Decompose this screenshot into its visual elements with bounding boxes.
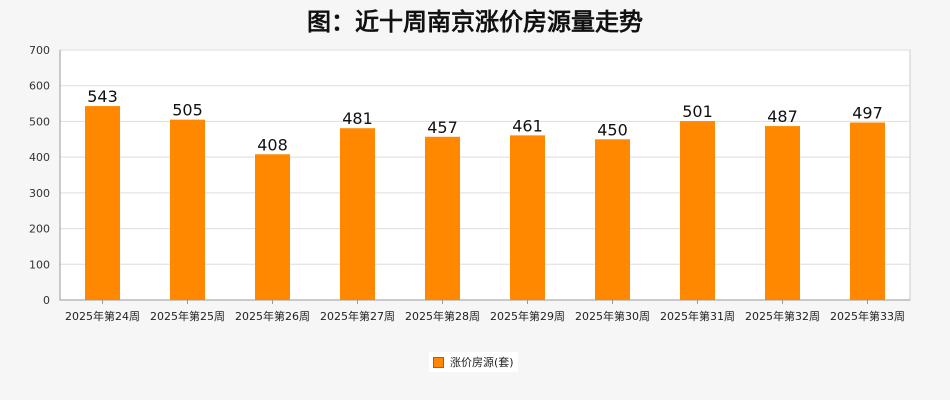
bar [595,139,630,300]
bar [340,128,375,300]
data-label: 450 [597,120,628,139]
legend-label: 涨价房源(套) [450,356,514,369]
bar [680,121,715,300]
bar [170,119,205,301]
data-label: 505 [172,101,203,120]
y-tick-label: 200 [29,223,50,236]
bar [255,154,290,300]
bar [425,136,460,300]
x-tick-label: 2025年第32周 [745,309,820,323]
bar [510,135,545,300]
legend-swatch [433,356,444,368]
y-tick-label: 0 [43,294,50,307]
chart-title: 图：近十周南京涨价房源量走势 [307,8,643,36]
y-tick-label: 700 [29,44,50,57]
data-label: 457 [427,118,458,137]
x-tick-label: 2025年第24周 [65,309,140,323]
y-tick-label: 400 [29,151,50,164]
data-label: 487 [767,107,798,126]
data-label: 501 [682,102,713,121]
x-tick-label: 2025年第26周 [235,309,310,323]
data-label: 481 [342,109,373,128]
x-tick-label: 2025年第29周 [490,309,565,323]
legend[interactable]: 涨价房源(套) [429,352,518,372]
x-tick-label: 2025年第33周 [830,309,905,323]
data-label: 543 [87,87,118,106]
y-tick-label: 500 [29,115,50,128]
y-tick-label: 300 [29,187,50,200]
bar [85,106,120,300]
data-label: 497 [852,104,883,123]
bar [765,126,800,300]
y-tick-label: 600 [29,80,50,93]
x-tick-label: 2025年第31周 [660,309,735,323]
y-tick-label: 100 [29,258,50,271]
x-tick-label: 2025年第27周 [320,309,395,323]
bar [850,122,885,300]
data-label: 461 [512,116,543,135]
data-label: 408 [257,135,288,154]
x-tick-label: 2025年第28周 [405,309,480,323]
x-tick-label: 2025年第25周 [150,309,225,323]
x-tick-label: 2025年第30周 [575,309,650,323]
